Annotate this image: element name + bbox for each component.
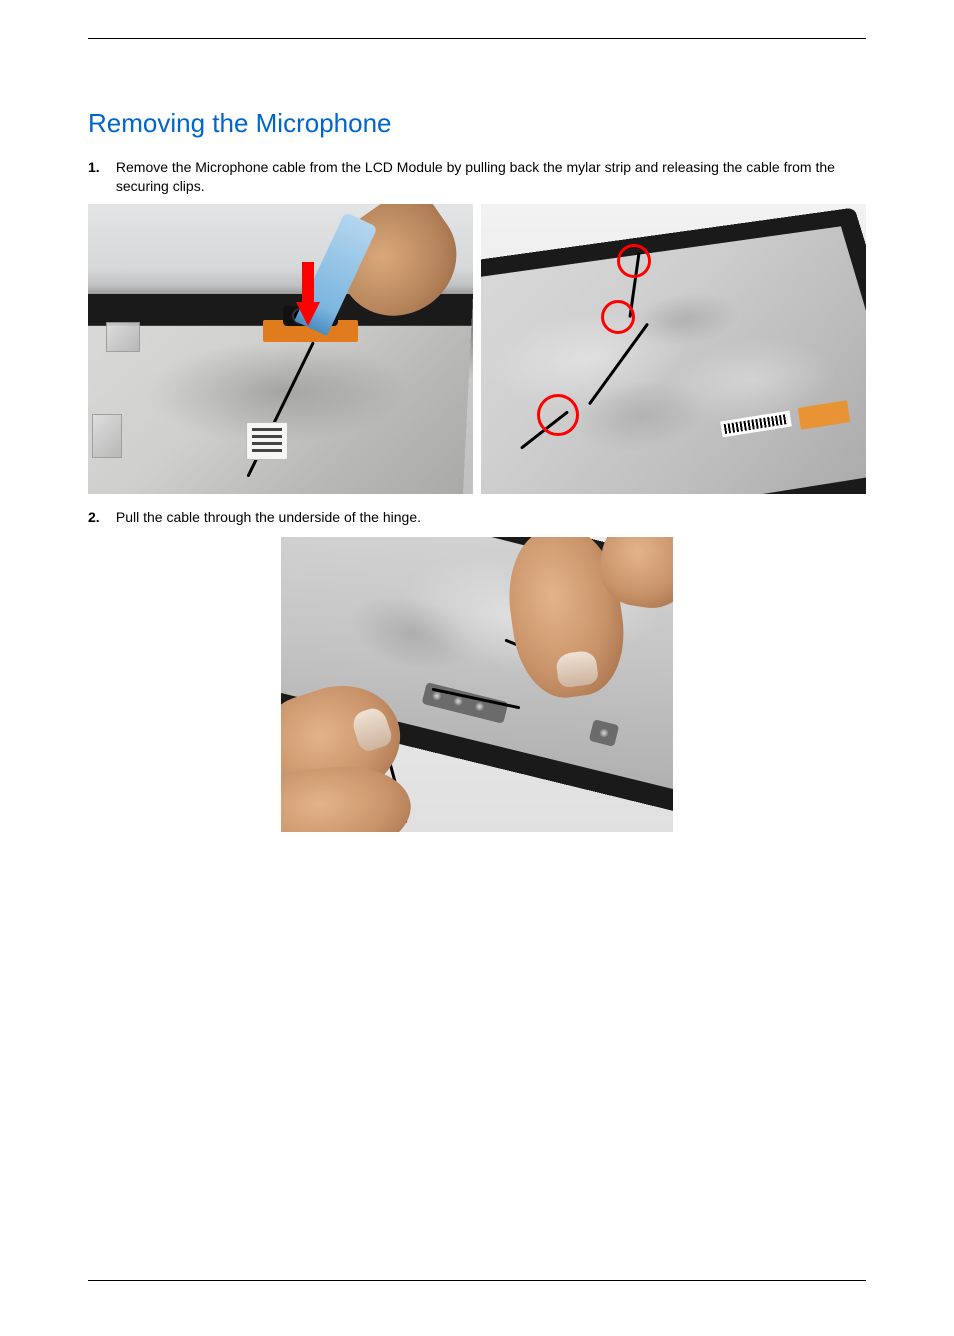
step-1: 1. Remove the Microphone cable from the …: [88, 158, 866, 196]
red-arrow-icon: [296, 262, 320, 326]
lcd-cover: [481, 208, 866, 494]
fingernail: [555, 649, 599, 688]
image-row: [88, 204, 866, 494]
fingernail: [349, 705, 394, 754]
tape: [92, 414, 122, 458]
figure-right: [481, 204, 866, 494]
screw: [473, 701, 485, 713]
red-circle-icon: [537, 394, 579, 436]
label-sticker: [246, 422, 288, 460]
figure-center: [281, 537, 673, 832]
foil: [481, 226, 866, 494]
step-number: 2.: [88, 508, 112, 527]
arrow-shaft: [302, 262, 314, 302]
step-text: Pull the cable through the underside of …: [116, 508, 421, 527]
red-circle-icon: [601, 300, 635, 334]
arrow-head: [296, 302, 320, 326]
red-circle-icon: [617, 244, 651, 278]
step-2: 2. Pull the cable through the underside …: [88, 508, 866, 527]
screw: [598, 727, 610, 739]
bottom-rule: [88, 1280, 866, 1281]
page: Removing the Microphone 1. Remove the Mi…: [0, 0, 954, 1336]
section-heading: Removing the Microphone: [88, 108, 392, 139]
figure-center-wrap: [0, 537, 954, 832]
top-rule: [88, 38, 866, 39]
step-text: Remove the Microphone cable from the LCD…: [116, 158, 866, 196]
finger: [281, 759, 415, 832]
figure-left: [88, 204, 473, 494]
tape: [106, 322, 140, 352]
step-number: 1.: [88, 158, 112, 177]
